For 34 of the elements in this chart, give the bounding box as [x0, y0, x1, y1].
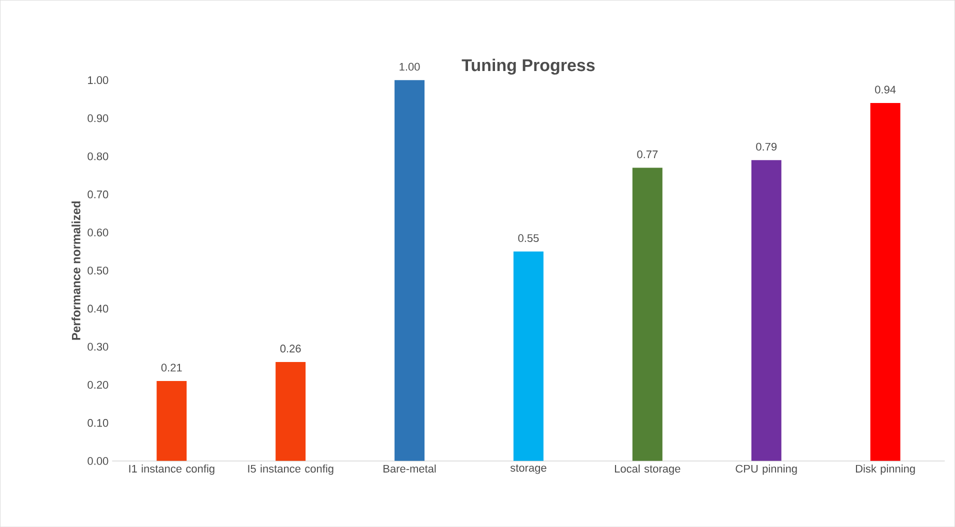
y-tick-label: 0.70 [88, 190, 108, 198]
y-tick-label: 0.20 [88, 380, 108, 389]
x-tick-label: I5 instance config [248, 464, 334, 475]
y-axis-title: Performance normalized [72, 201, 80, 340]
x-tick-label: storage [510, 464, 546, 474]
data-label: 0.21 [161, 364, 182, 372]
bar [276, 362, 306, 461]
bar [751, 160, 782, 461]
y-tick-label: 0.50 [88, 266, 108, 274]
y-tick-label: 0.90 [88, 114, 108, 122]
y-tick-label: 0.60 [88, 228, 108, 236]
x-tick-label: Bare-metal [384, 464, 436, 473]
y-tick-label: 0.10 [88, 418, 108, 427]
y-tick-label: 0.00 [88, 457, 108, 465]
y-tick-label: 0.80 [88, 152, 108, 160]
y-tick-label: 0.40 [88, 304, 108, 312]
bar [513, 251, 544, 461]
y-tick-label: 0.30 [88, 342, 108, 351]
x-tick-label: I1 instance config [129, 464, 214, 475]
x-tick-label: Disk pinning [856, 464, 915, 475]
x-tick-label: CPU pinning [736, 464, 797, 475]
bar [870, 102, 900, 461]
data-label: 0.26 [280, 344, 301, 352]
y-tick-label: 1.00 [88, 76, 108, 84]
bar [156, 380, 187, 461]
data-label: 0.77 [637, 150, 658, 158]
data-label: 0.55 [518, 234, 539, 242]
data-label: 0.79 [756, 142, 777, 151]
chart-title: Tuning Progress [462, 58, 595, 75]
x-tick-label: Local storage [615, 464, 680, 475]
data-label: 0.94 [875, 86, 896, 94]
bar [632, 168, 662, 461]
bar [394, 80, 425, 461]
data-label: 1.00 [400, 62, 420, 71]
